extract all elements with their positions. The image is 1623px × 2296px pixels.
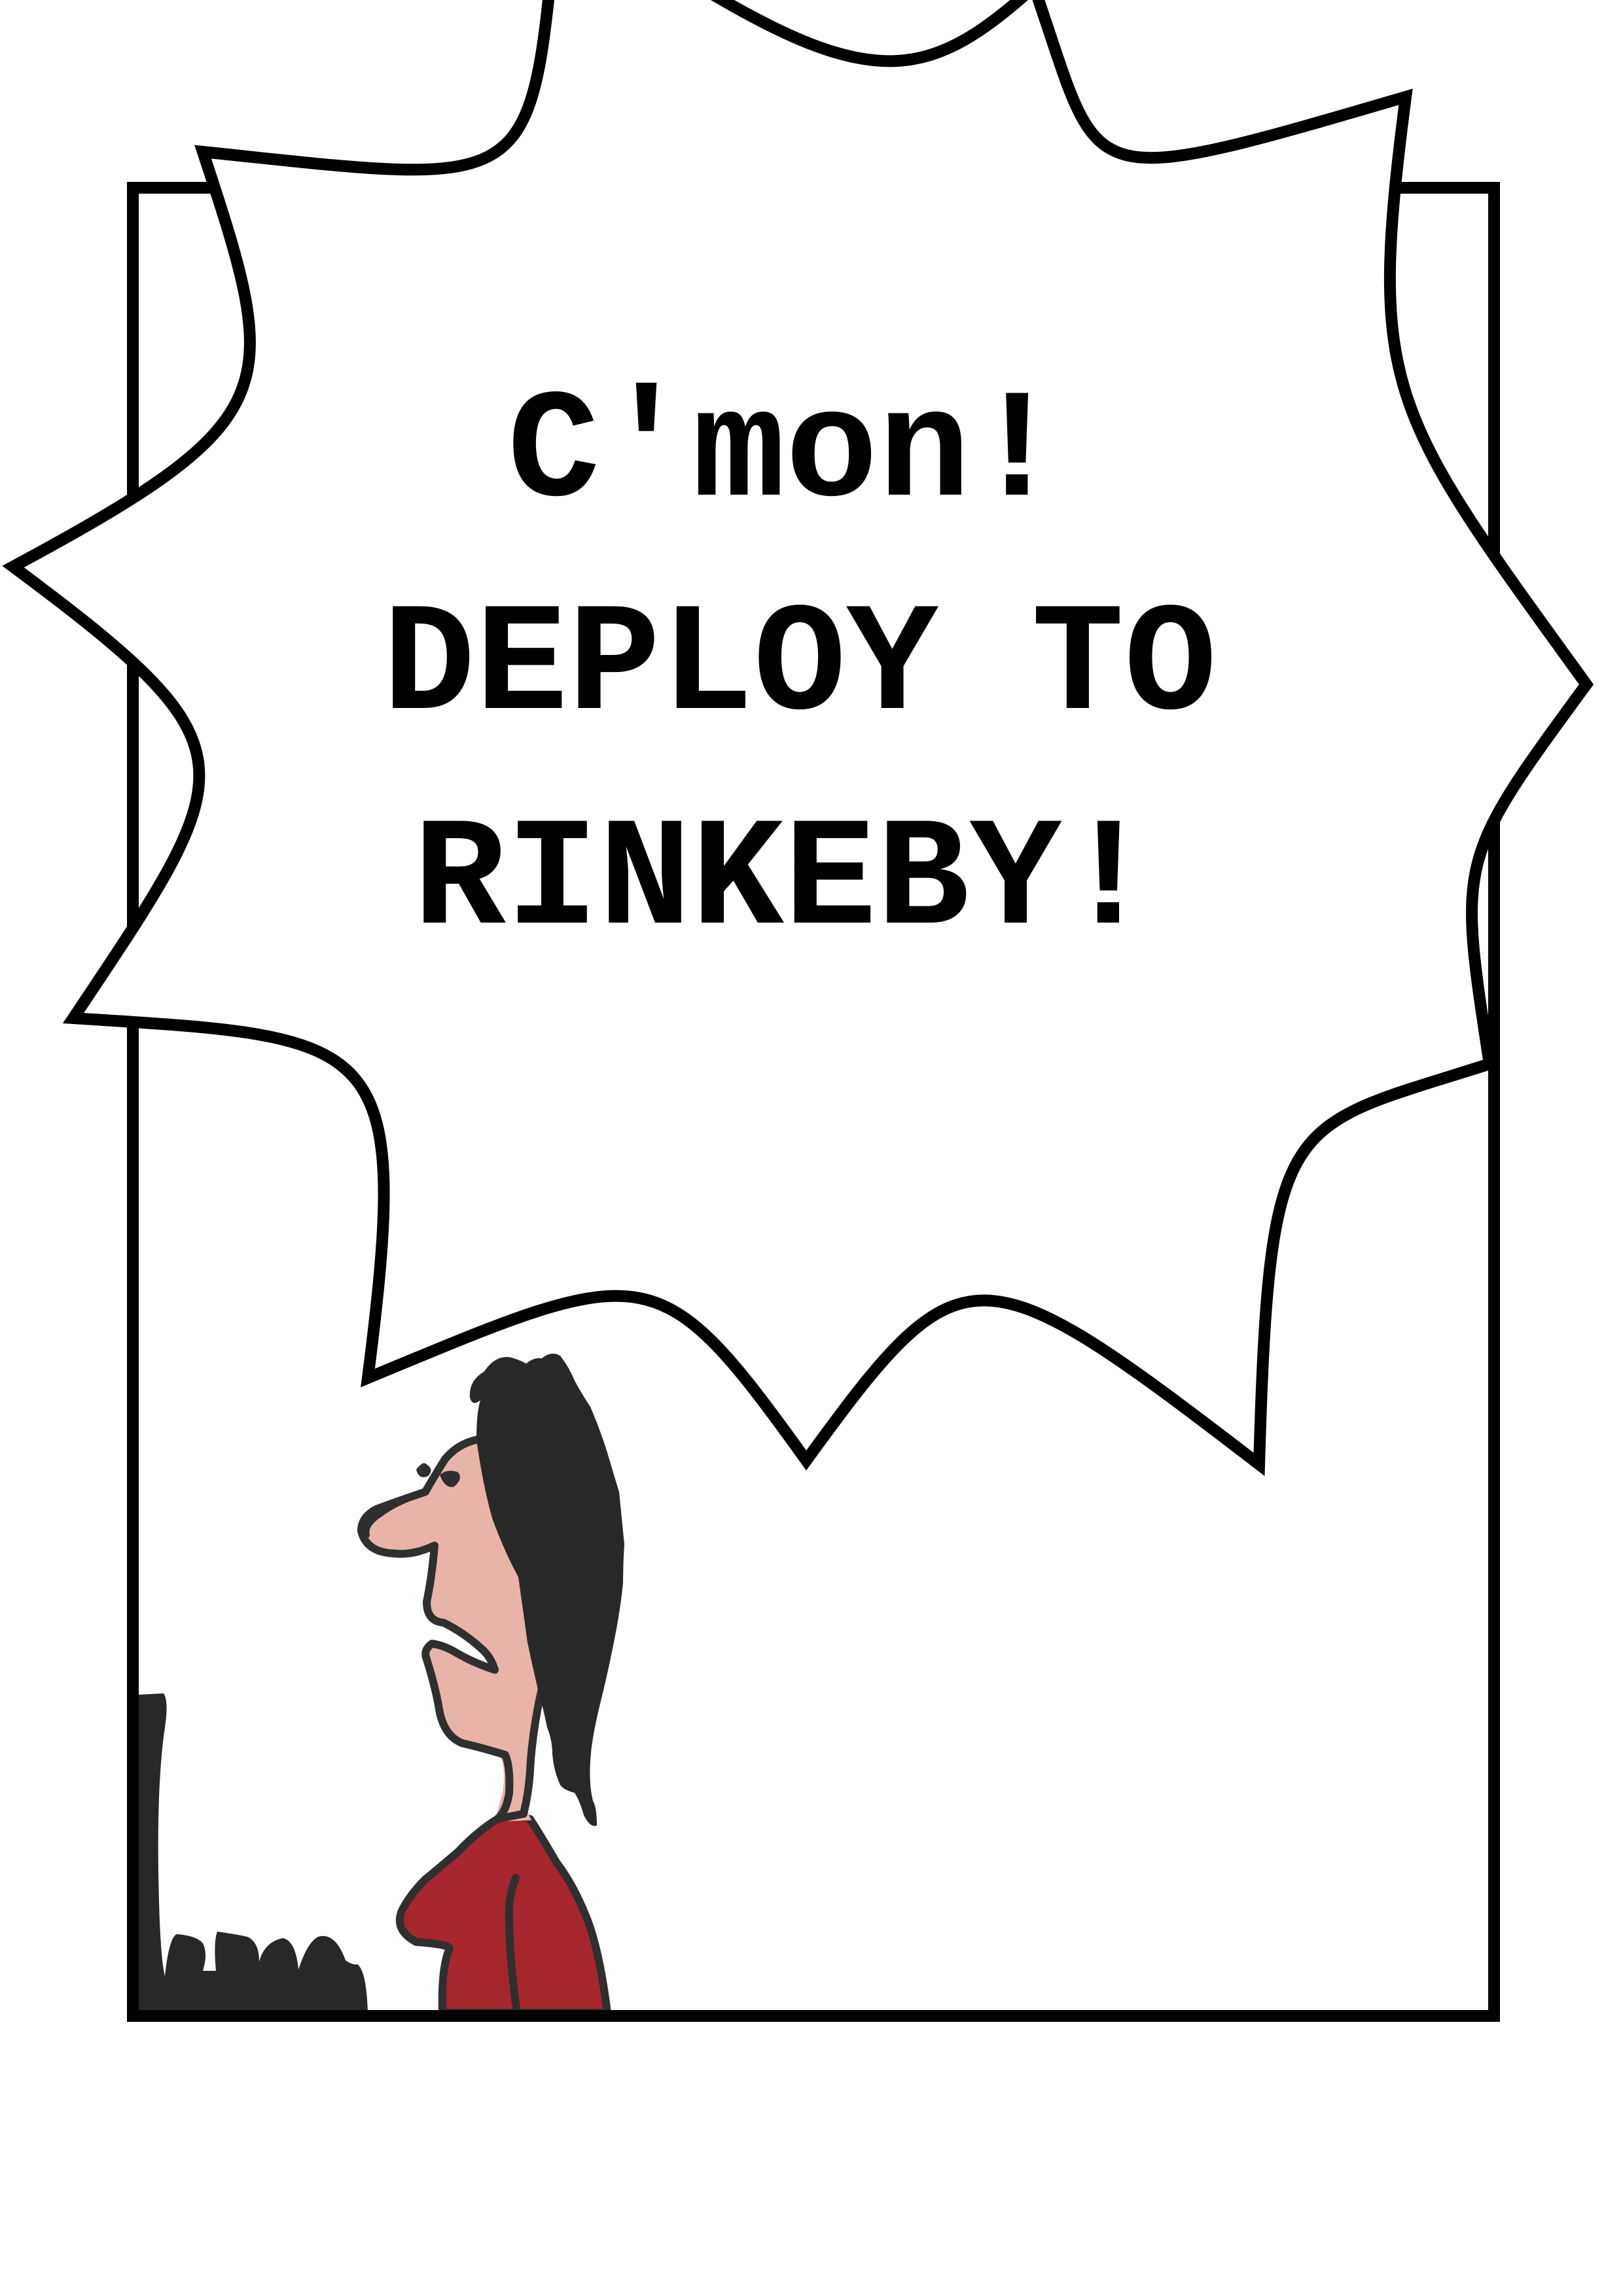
speech-line-3: RINKEBY! <box>414 794 1155 969</box>
dark-object-bottom-left <box>139 1693 368 2010</box>
speech-bubble <box>2 0 1594 1476</box>
hair <box>469 1353 624 1826</box>
character <box>139 1353 624 2010</box>
eyebrow-icon <box>416 1463 431 1477</box>
speech-line-1: C'mon! <box>507 366 1063 541</box>
eye-icon <box>440 1470 460 1487</box>
nose-icon <box>363 1491 422 1538</box>
shirt-fold <box>505 1874 521 2010</box>
speech-line-2: DEPLOY TO <box>383 580 1217 754</box>
shirt <box>395 1812 611 2010</box>
